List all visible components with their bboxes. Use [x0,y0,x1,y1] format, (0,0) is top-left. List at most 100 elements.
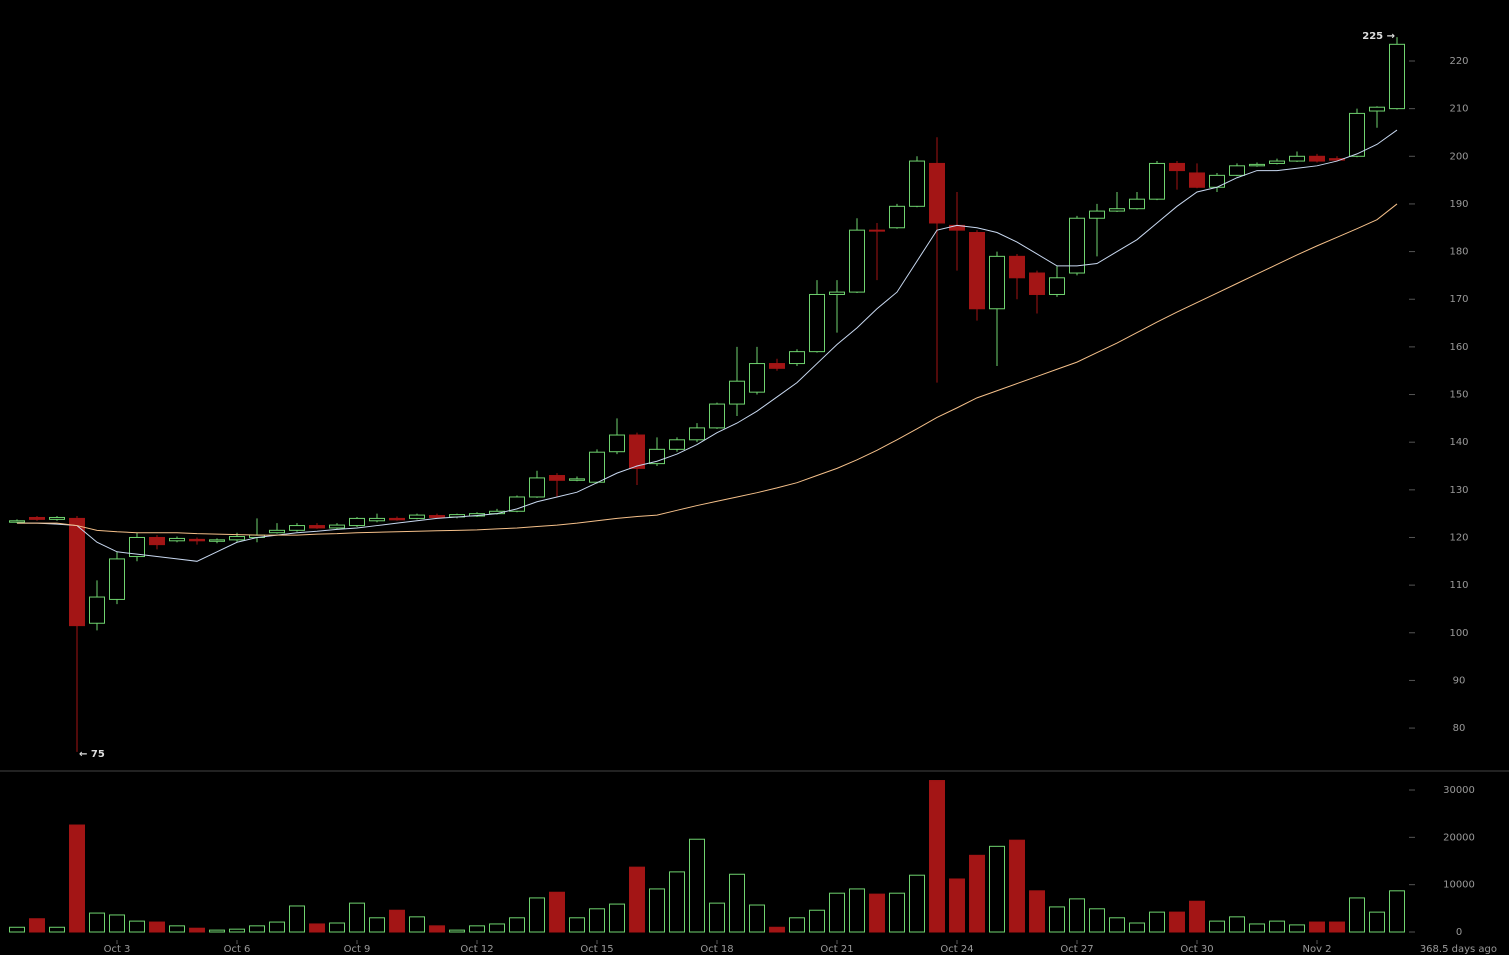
y-tick-label: 30000 [1443,785,1475,796]
y-tick-label: 120 [1449,532,1468,543]
volume-bar [469,925,485,933]
y-tick-label: 190 [1449,199,1468,210]
volume-bar [609,903,625,933]
candle-body [549,475,565,481]
moving-average-line [17,203,1398,536]
x-tick-label: Oct 6 [224,944,251,955]
y-tick-label: 170 [1449,294,1468,305]
y-tick-label: 220 [1449,56,1468,67]
y-tick-label: 90 [1453,675,1466,686]
x-tick-label: Oct 21 [820,944,853,955]
candle-body [989,255,1005,310]
y-tick-label: 80 [1453,723,1466,734]
volume-bar [689,838,705,933]
candle-body [29,516,45,520]
volume-bar [1289,924,1305,933]
volume-bar [849,888,865,933]
volume-bar [1049,906,1065,933]
candle-body [529,477,545,498]
candle-body [169,537,185,542]
x-tick-label: Oct 12 [460,944,493,955]
candle-body [209,539,225,542]
volume-bar [349,902,365,933]
volume-bar [1029,890,1045,933]
volume-bar [589,908,605,933]
volume-bar [969,854,985,933]
volume-bar [369,917,385,933]
x-tick-label: Oct 27 [1060,944,1093,955]
volume-bar [429,925,445,933]
volume-bar [829,892,845,933]
volume-bar [409,916,425,933]
volume-bar [889,892,905,933]
volume-bar [1269,920,1285,933]
candle-body [409,514,425,519]
volume-bar [1069,898,1085,933]
candle-body [369,517,385,522]
y-tick-label: 210 [1449,104,1468,115]
volume-bar [149,921,165,933]
volume-bar [1349,897,1365,933]
volume-bar [669,871,685,933]
volume-bar [769,926,785,933]
volume-bar [289,905,305,933]
volume-bar [389,909,405,933]
candle-body [909,160,925,207]
candle-body [1069,217,1085,274]
candle-body [89,596,105,624]
candle-body [629,434,645,469]
volume-bar [729,873,745,933]
volume-bar [489,923,505,933]
volume-bar [549,891,565,933]
candle-body [749,363,765,393]
y-tick-label: 110 [1449,580,1468,591]
candle-body [109,558,125,600]
candle-body [729,380,745,405]
volume-bar [1169,911,1185,933]
volume-bar [1309,921,1325,933]
volume-bar [229,928,245,933]
y-tick-label: 160 [1449,342,1468,353]
candle-body [1149,162,1165,200]
candle-body [1349,112,1365,157]
annotation: ← 75 [79,749,105,760]
candle-body [1129,198,1145,210]
volume-bar [569,917,585,933]
candle-body [9,520,25,523]
candle-body [1189,172,1205,188]
volume-bar [189,927,205,933]
candle-body [829,291,845,295]
volume-bar [209,929,225,933]
candle-body [189,538,205,542]
volume-bar [1089,908,1105,933]
volume-bar [509,917,525,933]
volume-bar [929,780,945,933]
volume-bar [629,866,645,933]
candle-body [429,515,445,518]
y-tick-label: 180 [1449,247,1468,258]
candle-body [1289,155,1305,162]
volume-bar [1249,923,1265,933]
y-tick-label: 140 [1449,437,1468,448]
volume-bar [249,925,265,933]
candle-body [589,451,605,483]
volume-bar [1209,920,1225,933]
candle-body [69,517,85,627]
candle-body [929,162,945,224]
x-tick-label: Oct 24 [940,944,973,955]
y-tick-label: 130 [1449,485,1468,496]
y-tick-label: 200 [1449,151,1468,162]
candle-body [329,524,345,529]
volume-bar [309,923,325,933]
volume-bar [1189,900,1205,933]
volume-bar [69,824,85,933]
volume-bar [1229,916,1245,933]
volume-bar [869,893,885,933]
volume-bar [169,925,185,933]
candle-body [269,529,285,534]
candle-body [709,403,725,429]
candle-body [129,536,145,558]
volume-bar [709,902,725,933]
